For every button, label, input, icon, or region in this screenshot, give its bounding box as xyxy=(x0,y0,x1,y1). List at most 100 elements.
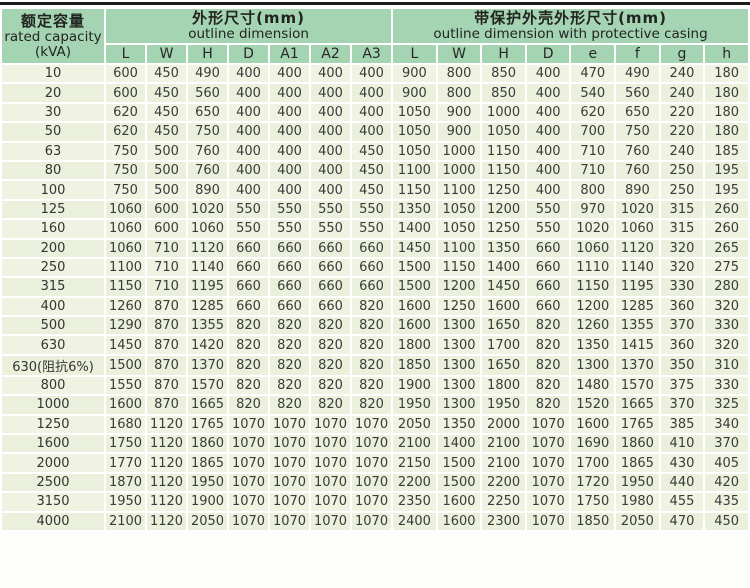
dimension-cell: 400 xyxy=(309,179,353,201)
dimension-cell: 1020 xyxy=(186,198,230,221)
dimension-cell: 1120 xyxy=(145,452,189,474)
dimension-cell: 280 xyxy=(703,276,750,298)
dimension-cell: 1800 xyxy=(391,334,438,356)
dimension-cell: 450 xyxy=(350,140,394,162)
dimension-cell: 400 xyxy=(350,82,394,104)
dimension-cell: 1600 xyxy=(391,295,438,318)
dimension-cell: 1690 xyxy=(569,433,617,455)
dimension-cell: 1860 xyxy=(186,433,230,455)
dimension-cell: 750 xyxy=(186,121,230,143)
outline-col-D: D xyxy=(227,43,271,65)
dimension-cell: 1650 xyxy=(480,315,527,337)
dimension-cell: 1070 xyxy=(350,433,394,455)
dimension-cell: 620 xyxy=(104,121,148,143)
dimension-cell: 1070 xyxy=(227,413,271,436)
dimension-cell: 600 xyxy=(104,62,148,85)
table-row: 800 1550 870 1570 820 820 820 820 1900 1300 1800 82… xyxy=(0,374,750,397)
top-rule xyxy=(0,2,750,5)
dimension-cell: 1500 xyxy=(391,256,438,279)
dimension-cell: 760 xyxy=(614,140,661,162)
dimension-cell: 2200 xyxy=(391,471,438,494)
dimension-cell: 970 xyxy=(569,198,617,221)
dimension-cell: 750 xyxy=(614,121,661,143)
dimension-cell: 660 xyxy=(309,295,353,318)
dimension-cell: 2050 xyxy=(186,510,230,533)
dimension-cell: 1250 xyxy=(480,179,527,201)
table-row: 4000 2100 1120 2050 1070 1070 1070 1070 2400 1600… xyxy=(0,510,750,533)
dimension-cell: 820 xyxy=(524,374,572,397)
dimension-cell: 1140 xyxy=(614,256,661,279)
dimension-cell: 1070 xyxy=(524,510,572,533)
dimension-cell: 820 xyxy=(350,334,394,356)
casing-col-H: H xyxy=(480,43,527,65)
dimension-cell: 550 xyxy=(309,218,353,240)
dimension-cell: 1950 xyxy=(186,471,230,494)
dimension-cell: 1600 xyxy=(435,510,483,533)
dimension-cell: 1350 xyxy=(569,334,617,356)
dimension-cell: 560 xyxy=(186,82,230,104)
dimension-cell: 1600 xyxy=(104,394,148,416)
dimension-cell: 750 xyxy=(104,159,148,182)
dimension-cell: 550 xyxy=(524,198,572,221)
dimension-cell: 1020 xyxy=(614,198,661,221)
dimension-cell: 1550 xyxy=(104,374,148,397)
table-row: 80 750 500 760 400 400 400 450 1100 1000 1150 400 71… xyxy=(0,159,750,182)
dimension-cell: 820 xyxy=(524,315,572,337)
casing-col-W: W xyxy=(435,43,483,65)
dimension-cell: 870 xyxy=(145,394,189,416)
dimension-spec-table: 额定容量 rated capacity (kVA) 外形尺寸(mm) outli… xyxy=(0,7,750,533)
dimension-cell: 180 xyxy=(703,62,750,85)
dimension-cell: 820 xyxy=(268,374,312,397)
rated-capacity-header: 额定容量 rated capacity (kVA) xyxy=(0,7,107,65)
dimension-cell: 1060 xyxy=(104,237,148,259)
dimension-cell: 870 xyxy=(145,374,189,397)
dimension-cell: 240 xyxy=(658,82,706,104)
dimension-cell: 1285 xyxy=(186,295,230,318)
dimension-cell: 330 xyxy=(703,374,750,397)
dimension-cell: 820 xyxy=(350,374,394,397)
dimension-cell: 400 xyxy=(227,179,271,201)
dimension-cell: 1700 xyxy=(569,452,617,474)
dimension-cell: 1070 xyxy=(309,413,353,436)
table-row: 200 1060 710 1120 660 660 660 660 1450 1100 1350 66… xyxy=(0,237,750,259)
dimension-cell: 400 xyxy=(268,101,312,124)
dimension-cell: 870 xyxy=(145,334,189,356)
dimension-cell: 820 xyxy=(227,374,271,397)
capacity-cell: 20 xyxy=(0,82,107,104)
dimension-cell: 315 xyxy=(658,218,706,240)
dimension-cell: 1100 xyxy=(435,179,483,201)
dimension-cell: 260 xyxy=(703,218,750,240)
dimension-cell: 660 xyxy=(350,276,394,298)
dimension-cell: 400 xyxy=(350,62,394,85)
dimension-cell: 370 xyxy=(703,433,750,455)
dimension-cell: 820 xyxy=(227,315,271,337)
dimension-cell: 180 xyxy=(703,82,750,104)
dimension-cell: 1070 xyxy=(268,413,312,436)
dimension-cell: 220 xyxy=(658,101,706,124)
dimension-cell: 820 xyxy=(268,353,312,377)
dimension-cell: 1300 xyxy=(435,374,483,397)
casing-col-L: L xyxy=(391,43,438,65)
dimension-cell: 1120 xyxy=(145,413,189,436)
dimension-cell: 1120 xyxy=(145,491,189,513)
dimension-cell: 820 xyxy=(268,394,312,416)
dimension-cell: 650 xyxy=(186,101,230,124)
dimension-cell: 250 xyxy=(658,159,706,182)
dimension-cell: 405 xyxy=(703,452,750,474)
dimension-cell: 660 xyxy=(227,276,271,298)
dimension-cell: 470 xyxy=(658,510,706,533)
dimension-cell: 360 xyxy=(658,295,706,318)
outline-col-W: W xyxy=(145,43,189,65)
dimension-cell: 1150 xyxy=(391,179,438,201)
capacity-cell: 50 xyxy=(0,121,107,143)
dimension-cell: 320 xyxy=(658,237,706,259)
dimension-cell: 320 xyxy=(703,334,750,356)
dimension-cell: 195 xyxy=(703,179,750,201)
outline-col-A1: A1 xyxy=(268,43,312,65)
dimension-cell: 1860 xyxy=(614,433,661,455)
capacity-cell: 250 xyxy=(0,256,107,279)
dimension-cell: 710 xyxy=(569,140,617,162)
dimension-cell: 1150 xyxy=(569,276,617,298)
table-row: 10 600 450 490 400 400 400 400 900 800 850 400 470 49… xyxy=(0,62,750,85)
